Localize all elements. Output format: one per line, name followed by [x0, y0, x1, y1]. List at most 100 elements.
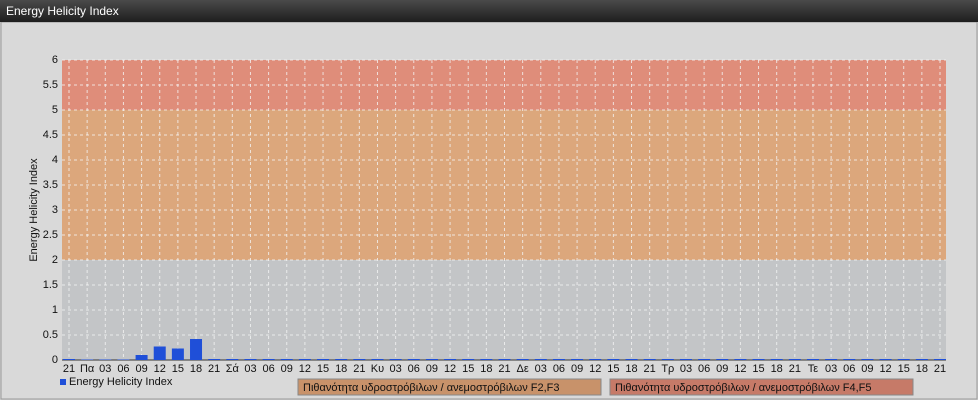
x-tick-label: 18 [190, 363, 202, 375]
bar [171, 348, 184, 360]
bar [861, 359, 874, 360]
y-tick-label: 5 [52, 104, 58, 116]
y-tick-label: 2.5 [43, 229, 58, 241]
x-tick-label: 03 [535, 363, 547, 375]
x-tick-label: 21 [208, 363, 220, 375]
x-tick-label: 06 [262, 363, 274, 375]
x-tick-label: 21 [498, 363, 510, 375]
y-tick-label: 1.5 [43, 279, 58, 291]
bar [552, 359, 565, 360]
bar [425, 359, 438, 360]
x-tick-label: 06 [698, 363, 710, 375]
bar [317, 359, 330, 360]
x-tick-label: 15 [607, 363, 619, 375]
x-tick-label: 21 [789, 363, 801, 375]
bar [516, 359, 529, 360]
y-tick-label: 0.5 [43, 329, 58, 341]
x-tick-label: 18 [480, 363, 492, 375]
x-tick-label: 15 [752, 363, 764, 375]
title-bar: Energy Helicity Index [0, 0, 978, 22]
x-tick-label: 06 [553, 363, 565, 375]
bar [806, 359, 819, 360]
y-tick-label: 3.5 [43, 179, 58, 191]
x-tick-label: 06 [408, 363, 420, 375]
bar [915, 359, 928, 360]
x-tick-label: Τε [808, 363, 819, 375]
x-tick-label: 12 [444, 363, 456, 375]
x-tick-label: 09 [135, 363, 147, 375]
bar [571, 359, 584, 360]
x-tick-label: 03 [825, 363, 837, 375]
legend-label: Energy Helicity Index [69, 376, 173, 388]
x-tick-label: Σά [226, 363, 240, 375]
bar [897, 359, 910, 360]
band-legend-box [297, 378, 602, 396]
x-tick-label: 12 [299, 363, 311, 375]
y-tick-label: 4.5 [43, 129, 58, 141]
y-tick-label: 2 [52, 254, 58, 266]
x-tick-label: 03 [244, 363, 256, 375]
x-tick-label: 15 [317, 363, 329, 375]
x-tick-label: 21 [934, 363, 946, 375]
bar [371, 359, 384, 360]
bar [190, 339, 203, 360]
x-tick-label: 12 [879, 363, 891, 375]
band-legend-label: Πιθανότητα υδροστρόβιλων / ανεμοστρόβιλω… [615, 382, 872, 394]
x-tick-label: 09 [861, 363, 873, 375]
x-tick-label: 03 [680, 363, 692, 375]
y-tick-label: 1 [52, 304, 58, 316]
x-tick-label: Κυ [371, 363, 384, 375]
bar [534, 359, 547, 360]
bar [298, 359, 311, 360]
bar [99, 359, 112, 360]
x-tick-label: 03 [99, 363, 111, 375]
bar [879, 359, 892, 360]
x-tick-label: 18 [335, 363, 347, 375]
x-tick-label: 18 [916, 363, 928, 375]
y-tick-label: 5.5 [43, 79, 58, 91]
x-tick-label: 15 [462, 363, 474, 375]
bar [407, 359, 420, 360]
x-tick-label: 06 [117, 363, 129, 375]
bar [843, 359, 856, 360]
y-tick-label: 0 [52, 354, 58, 366]
bar [389, 359, 402, 360]
bar [788, 359, 801, 360]
bar [716, 359, 729, 360]
x-tick-label: 12 [154, 363, 166, 375]
band-legend-box [609, 378, 914, 396]
y-tick-label: 6 [52, 54, 58, 66]
y-tick-label: 4 [52, 154, 58, 166]
bar [262, 359, 275, 360]
bar [825, 359, 838, 360]
x-tick-label: Πα [80, 363, 95, 375]
x-tick-label: 09 [281, 363, 293, 375]
chart: Energy Helicity Index 0 0.5 1 1.5 2 2.5 3 3.5 4 4… [0, 22, 978, 400]
bar [589, 359, 602, 360]
x-tick-label: 12 [589, 363, 601, 375]
x-tick-label: Τρ [661, 363, 674, 375]
bar [81, 359, 94, 360]
x-tick-label: 06 [843, 363, 855, 375]
y-axis-label: Energy Helicity Index [28, 158, 40, 262]
legend-swatch [60, 379, 66, 385]
bar [770, 359, 783, 360]
x-tick-label: 09 [571, 363, 583, 375]
bar [335, 359, 348, 360]
x-tick-label: 21 [644, 363, 656, 375]
bar [462, 359, 475, 360]
bar [661, 359, 674, 360]
bar [226, 359, 239, 360]
bar [934, 359, 946, 360]
bar [480, 359, 493, 360]
bar [208, 359, 221, 360]
bar [752, 359, 765, 360]
x-tick-label: 03 [390, 363, 402, 375]
bar [607, 359, 620, 360]
bar [643, 359, 656, 360]
x-tick-label: 15 [172, 363, 184, 375]
bar [244, 359, 257, 360]
bar [444, 359, 457, 360]
bar [679, 359, 692, 360]
